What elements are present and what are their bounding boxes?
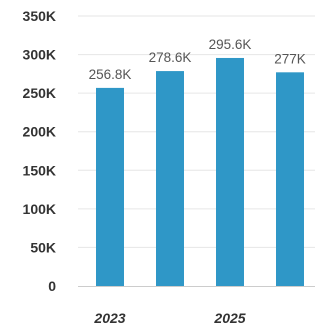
bar-data-label: 278.6K	[149, 50, 192, 65]
y-tick-label: 250K	[23, 85, 56, 101]
y-tick-label: 0	[48, 278, 56, 294]
y-axis-tick-labels: 0 50K 100K 150K 200K 250K 300K 350K	[23, 8, 57, 294]
x-tick-label: 2025	[213, 310, 245, 326]
y-tick-label: 350K	[23, 8, 56, 24]
bar	[156, 71, 184, 286]
bar-data-label: 277K	[274, 51, 306, 66]
y-tick-label: 300K	[23, 47, 56, 63]
y-tick-label: 200K	[23, 124, 56, 140]
x-axis-tick-labels: 2023 2025	[93, 310, 245, 326]
y-tick-label: 50K	[30, 239, 56, 255]
bar-data-label: 295.6K	[209, 37, 252, 52]
y-tick-label: 100K	[23, 201, 56, 217]
y-tick-label: 150K	[23, 162, 56, 178]
bar	[276, 72, 304, 286]
bar-data-label: 256.8K	[89, 67, 132, 82]
x-tick-label: 2023	[93, 310, 125, 326]
bar	[96, 87, 124, 286]
bar	[216, 57, 244, 286]
bars	[96, 57, 304, 286]
data-labels: 256.8K 278.6K 295.6K 277K	[89, 37, 306, 82]
